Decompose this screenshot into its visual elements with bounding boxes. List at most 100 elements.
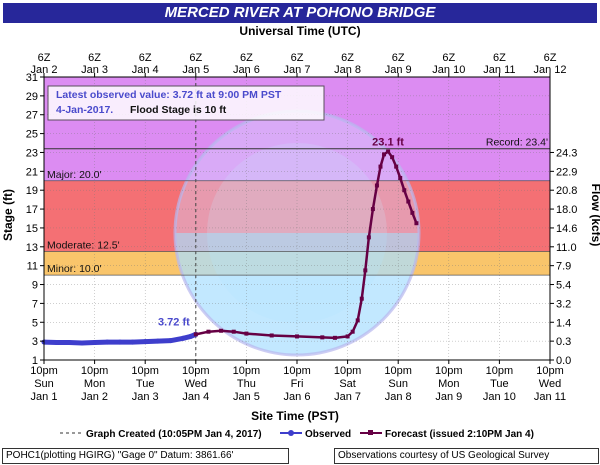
observed-point	[117, 339, 123, 345]
chart-title: MERCED RIVER AT POHONO BRIDGE	[3, 3, 597, 23]
legend-observed: Observed	[305, 429, 351, 440]
x-bottom-day: Mon	[438, 378, 459, 390]
x-bottom-date: Jan 9	[435, 391, 462, 403]
y-right-tick-label: 0.0	[556, 355, 571, 367]
forecast-point	[414, 221, 419, 226]
y-right-tick-label: 5.4	[556, 280, 571, 292]
x-top-time: 6Z	[291, 52, 304, 64]
x-bottom-time: 10pm	[233, 365, 261, 377]
bottom-axis-title: Site Time (PST)	[251, 409, 339, 423]
forecast-point	[406, 199, 411, 204]
observed-point	[155, 338, 161, 344]
forecast-point	[320, 335, 325, 340]
x-top-date: Jan 9	[385, 64, 412, 76]
y-right-tick-label: 11.0	[556, 242, 577, 254]
x-top-time: 6Z	[341, 52, 354, 64]
observed-point	[79, 340, 85, 346]
record-label: Record: 23.4'	[486, 137, 548, 149]
x-bottom-time: 10pm	[384, 365, 412, 377]
observed-point	[66, 340, 72, 346]
x-top-time: 6Z	[493, 52, 506, 64]
y-right-tick-label: 20.8	[556, 185, 577, 197]
peak-label: 23.1 ft	[372, 137, 404, 149]
x-bottom-day: Sat	[339, 378, 356, 390]
x-top-date: Jan 2	[31, 64, 58, 76]
observed-point	[168, 338, 173, 344]
x-top-time: 6Z	[139, 52, 152, 64]
forecast-point	[244, 331, 249, 336]
y-right-tick-label: 22.9	[556, 166, 577, 178]
forecast-point	[394, 164, 399, 169]
x-top-date: Jan 12	[533, 64, 566, 76]
y-left-tick-label: 1	[32, 355, 38, 367]
y-right-tick-label: 24.3	[556, 147, 577, 159]
forecast-point	[359, 296, 364, 301]
x-bottom-day: Mon	[84, 378, 105, 390]
info-line-2-date: 4-Jan-2017.	[56, 104, 113, 116]
x-bottom-date: Jan 1	[31, 391, 58, 403]
forecast-point	[269, 333, 274, 338]
x-top-time: 6Z	[38, 52, 51, 64]
forecast-point	[382, 152, 387, 157]
legend-forecast: Forecast (issued 2:10PM Jan 4)	[385, 429, 534, 440]
y-right-tick-label: 1.4	[556, 317, 571, 329]
latest-label: 3.72 ft	[158, 316, 190, 328]
forecast-point	[402, 188, 407, 193]
footer-datum: POHC1(plotting HGIRG) "Gage 0" Datum: 38…	[2, 448, 289, 464]
x-bottom-day: Sun	[34, 378, 54, 390]
forecast-point	[206, 329, 211, 334]
y-left-tick-label: 27	[26, 110, 38, 122]
x-bottom-time: 10pm	[182, 365, 210, 377]
forecast-point	[390, 155, 395, 160]
y-right-tick-label: 18.0	[556, 204, 577, 216]
forecast-point	[374, 183, 379, 188]
major-label: Major: 20.0'	[47, 169, 102, 181]
x-bottom-day: Wed	[185, 378, 207, 390]
y-left-tick-label: 19	[26, 185, 38, 197]
forecast-point	[231, 329, 236, 334]
x-top-time: 6Z	[240, 52, 253, 64]
forecast-point	[350, 329, 355, 334]
info-line-2-flood: Flood Stage is 10 ft	[130, 104, 227, 116]
x-bottom-day: Fri	[291, 378, 304, 390]
x-bottom-date: Jan 6	[284, 391, 311, 403]
x-top-time: 6Z	[442, 52, 455, 64]
y-left-tick-label: 13	[26, 242, 38, 254]
x-bottom-date: Jan 11	[534, 391, 566, 403]
forecast-point	[345, 334, 350, 339]
footer-credit: Observations courtesy of US Geological S…	[334, 448, 599, 464]
x-top-date: Jan 10	[432, 64, 465, 76]
x-top-date: Jan 7	[284, 64, 311, 76]
x-bottom-date: Jan 4	[182, 391, 209, 403]
y-left-tick-label: 7	[32, 298, 38, 310]
x-bottom-day: Sun	[388, 378, 408, 390]
x-bottom-time: 10pm	[334, 365, 362, 377]
legend-graph-created: Graph Created (10:05PM Jan 4, 2017)	[86, 429, 262, 440]
forecast-point	[332, 335, 337, 340]
x-bottom-date: Jan 7	[334, 391, 361, 403]
observed-point	[104, 339, 110, 345]
axes	[40, 73, 554, 364]
forecast-point	[363, 268, 368, 273]
minor-label: Minor: 10.0'	[47, 263, 102, 275]
axis-labels: 1357911131517192123252729310.00.31.43.25…	[26, 52, 578, 403]
x-bottom-date: Jan 5	[233, 391, 260, 403]
y-right-tick-label: 0.3	[556, 336, 571, 348]
x-top-date: Jan 4	[132, 64, 159, 76]
forecast-point	[378, 164, 383, 169]
x-top-date: Jan 5	[182, 64, 209, 76]
y-left-tick-label: 5	[32, 317, 38, 329]
legend: Graph Created (10:05PM Jan 4, 2017) Obse…	[60, 429, 534, 440]
y-left-tick-label: 11	[27, 261, 38, 273]
info-box	[47, 85, 325, 121]
forecast-point	[295, 334, 299, 339]
x-bottom-date: Jan 8	[385, 391, 412, 403]
y-left-tick-label: 23	[26, 147, 38, 159]
x-top-date: Jan 3	[81, 64, 108, 76]
x-top-time: 6Z	[88, 52, 101, 64]
x-bottom-date: Jan 10	[483, 391, 516, 403]
x-bottom-date: Jan 3	[132, 391, 159, 403]
observed-point	[180, 335, 186, 341]
y-left-tick-label: 29	[26, 91, 38, 103]
